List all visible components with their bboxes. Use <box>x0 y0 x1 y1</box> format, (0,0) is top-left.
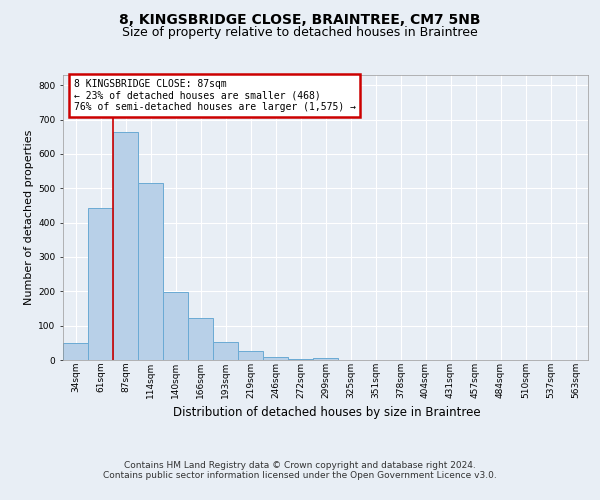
Bar <box>163 292 188 360</box>
Bar <box>238 350 263 360</box>
Bar <box>213 342 238 360</box>
Bar <box>138 183 163 360</box>
Text: 8 KINGSBRIDGE CLOSE: 87sqm
← 23% of detached houses are smaller (468)
76% of sem: 8 KINGSBRIDGE CLOSE: 87sqm ← 23% of deta… <box>74 80 355 112</box>
Text: Contains HM Land Registry data © Crown copyright and database right 2024.: Contains HM Land Registry data © Crown c… <box>124 462 476 470</box>
Bar <box>263 358 288 360</box>
Text: Distribution of detached houses by size in Braintree: Distribution of detached houses by size … <box>173 406 481 419</box>
Text: Contains public sector information licensed under the Open Government Licence v3: Contains public sector information licen… <box>103 472 497 480</box>
Text: Size of property relative to detached houses in Braintree: Size of property relative to detached ho… <box>122 26 478 39</box>
Bar <box>88 208 113 360</box>
Text: 8, KINGSBRIDGE CLOSE, BRAINTREE, CM7 5NB: 8, KINGSBRIDGE CLOSE, BRAINTREE, CM7 5NB <box>119 12 481 26</box>
Bar <box>63 343 88 360</box>
Bar <box>313 358 338 360</box>
Bar <box>188 318 213 360</box>
Y-axis label: Number of detached properties: Number of detached properties <box>24 130 34 305</box>
Bar <box>113 132 138 360</box>
